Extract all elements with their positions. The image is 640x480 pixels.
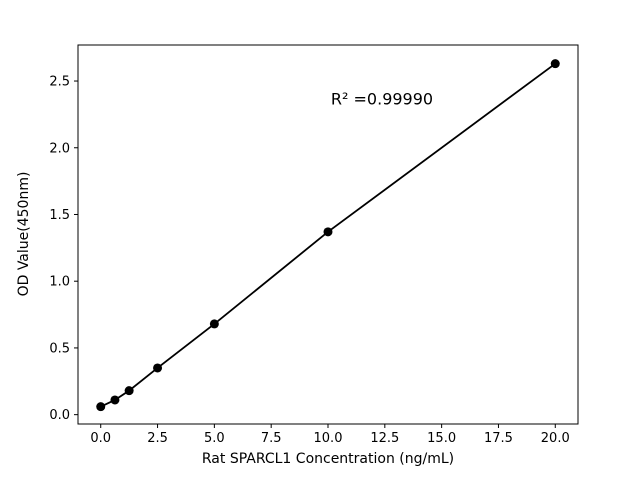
x-tick-label: 12.5: [370, 431, 399, 446]
y-axis-label: OD Value(450nm): [16, 171, 32, 297]
x-tick-label: 15.0: [427, 431, 456, 446]
x-tick-label: 20.0: [541, 431, 570, 446]
data-point: [209, 319, 219, 329]
data-point: [323, 227, 333, 237]
data-point: [96, 402, 106, 412]
x-axis-label: Rat SPARCL1 Concentration (ng/mL): [201, 451, 455, 467]
data-point: [153, 363, 163, 373]
y-tick-label: 2.0: [49, 141, 70, 156]
x-tick-label: 2.5: [147, 431, 168, 446]
y-tick-label: 1.5: [49, 208, 70, 223]
x-tick-label: 0.0: [90, 431, 111, 446]
x-tick-label: 10.0: [314, 431, 343, 446]
x-tick-label: 17.5: [484, 431, 513, 446]
x-tick-label: 5.0: [204, 431, 225, 446]
y-tick-label: 1.0: [49, 275, 70, 290]
y-tick-label: 0.5: [49, 341, 70, 356]
r-squared-annotation: R² =0.99990: [330, 89, 434, 109]
x-tick-label: 7.5: [261, 431, 282, 446]
data-point: [550, 59, 560, 69]
data-point: [110, 395, 120, 405]
y-tick-label: 2.5: [49, 75, 70, 90]
data-point: [124, 386, 134, 396]
y-tick-label: 0.0: [49, 408, 70, 423]
